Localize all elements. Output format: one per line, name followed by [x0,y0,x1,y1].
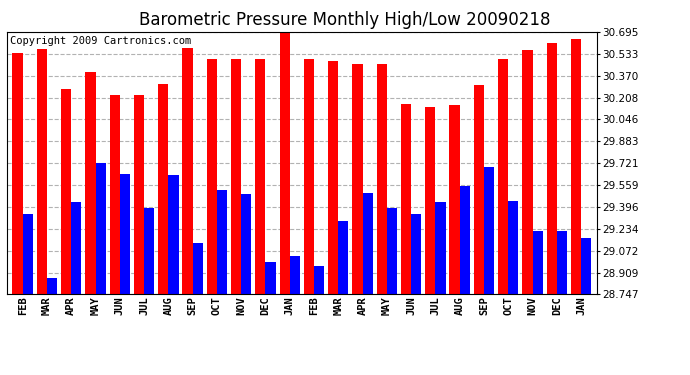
Bar [231,60,241,294]
Bar [217,190,227,294]
Bar [509,201,518,294]
Bar [338,221,348,294]
Bar [86,72,95,294]
Bar [120,174,130,294]
Bar [304,60,314,294]
Bar [134,94,144,294]
Bar [353,64,362,294]
Bar [241,194,251,294]
Bar [425,106,435,294]
Bar [546,43,557,294]
Bar [71,202,81,294]
Bar [328,61,338,294]
Bar [182,48,193,294]
Bar [435,202,446,294]
Bar [533,231,543,294]
Bar [207,60,217,294]
Bar [12,53,23,294]
Text: Barometric Pressure Monthly High/Low 20090218: Barometric Pressure Monthly High/Low 200… [139,11,551,29]
Bar [581,238,591,294]
Bar [110,94,120,294]
Bar [449,105,460,294]
Bar [377,64,387,294]
Bar [144,208,155,294]
Bar [47,278,57,294]
Bar [168,176,179,294]
Bar [411,214,422,294]
Bar [460,186,470,294]
Bar [158,84,168,294]
Bar [61,89,71,294]
Bar [557,231,567,294]
Bar [522,50,533,294]
Bar [279,32,290,294]
Text: Copyright 2009 Cartronics.com: Copyright 2009 Cartronics.com [10,36,191,46]
Bar [314,266,324,294]
Bar [484,167,494,294]
Bar [95,163,106,294]
Bar [498,60,509,294]
Bar [290,256,300,294]
Bar [362,193,373,294]
Bar [23,214,33,294]
Bar [387,208,397,294]
Bar [193,243,203,294]
Bar [401,104,411,294]
Bar [571,39,581,294]
Bar [266,262,276,294]
Bar [474,85,484,294]
Bar [37,50,47,294]
Bar [255,60,266,294]
